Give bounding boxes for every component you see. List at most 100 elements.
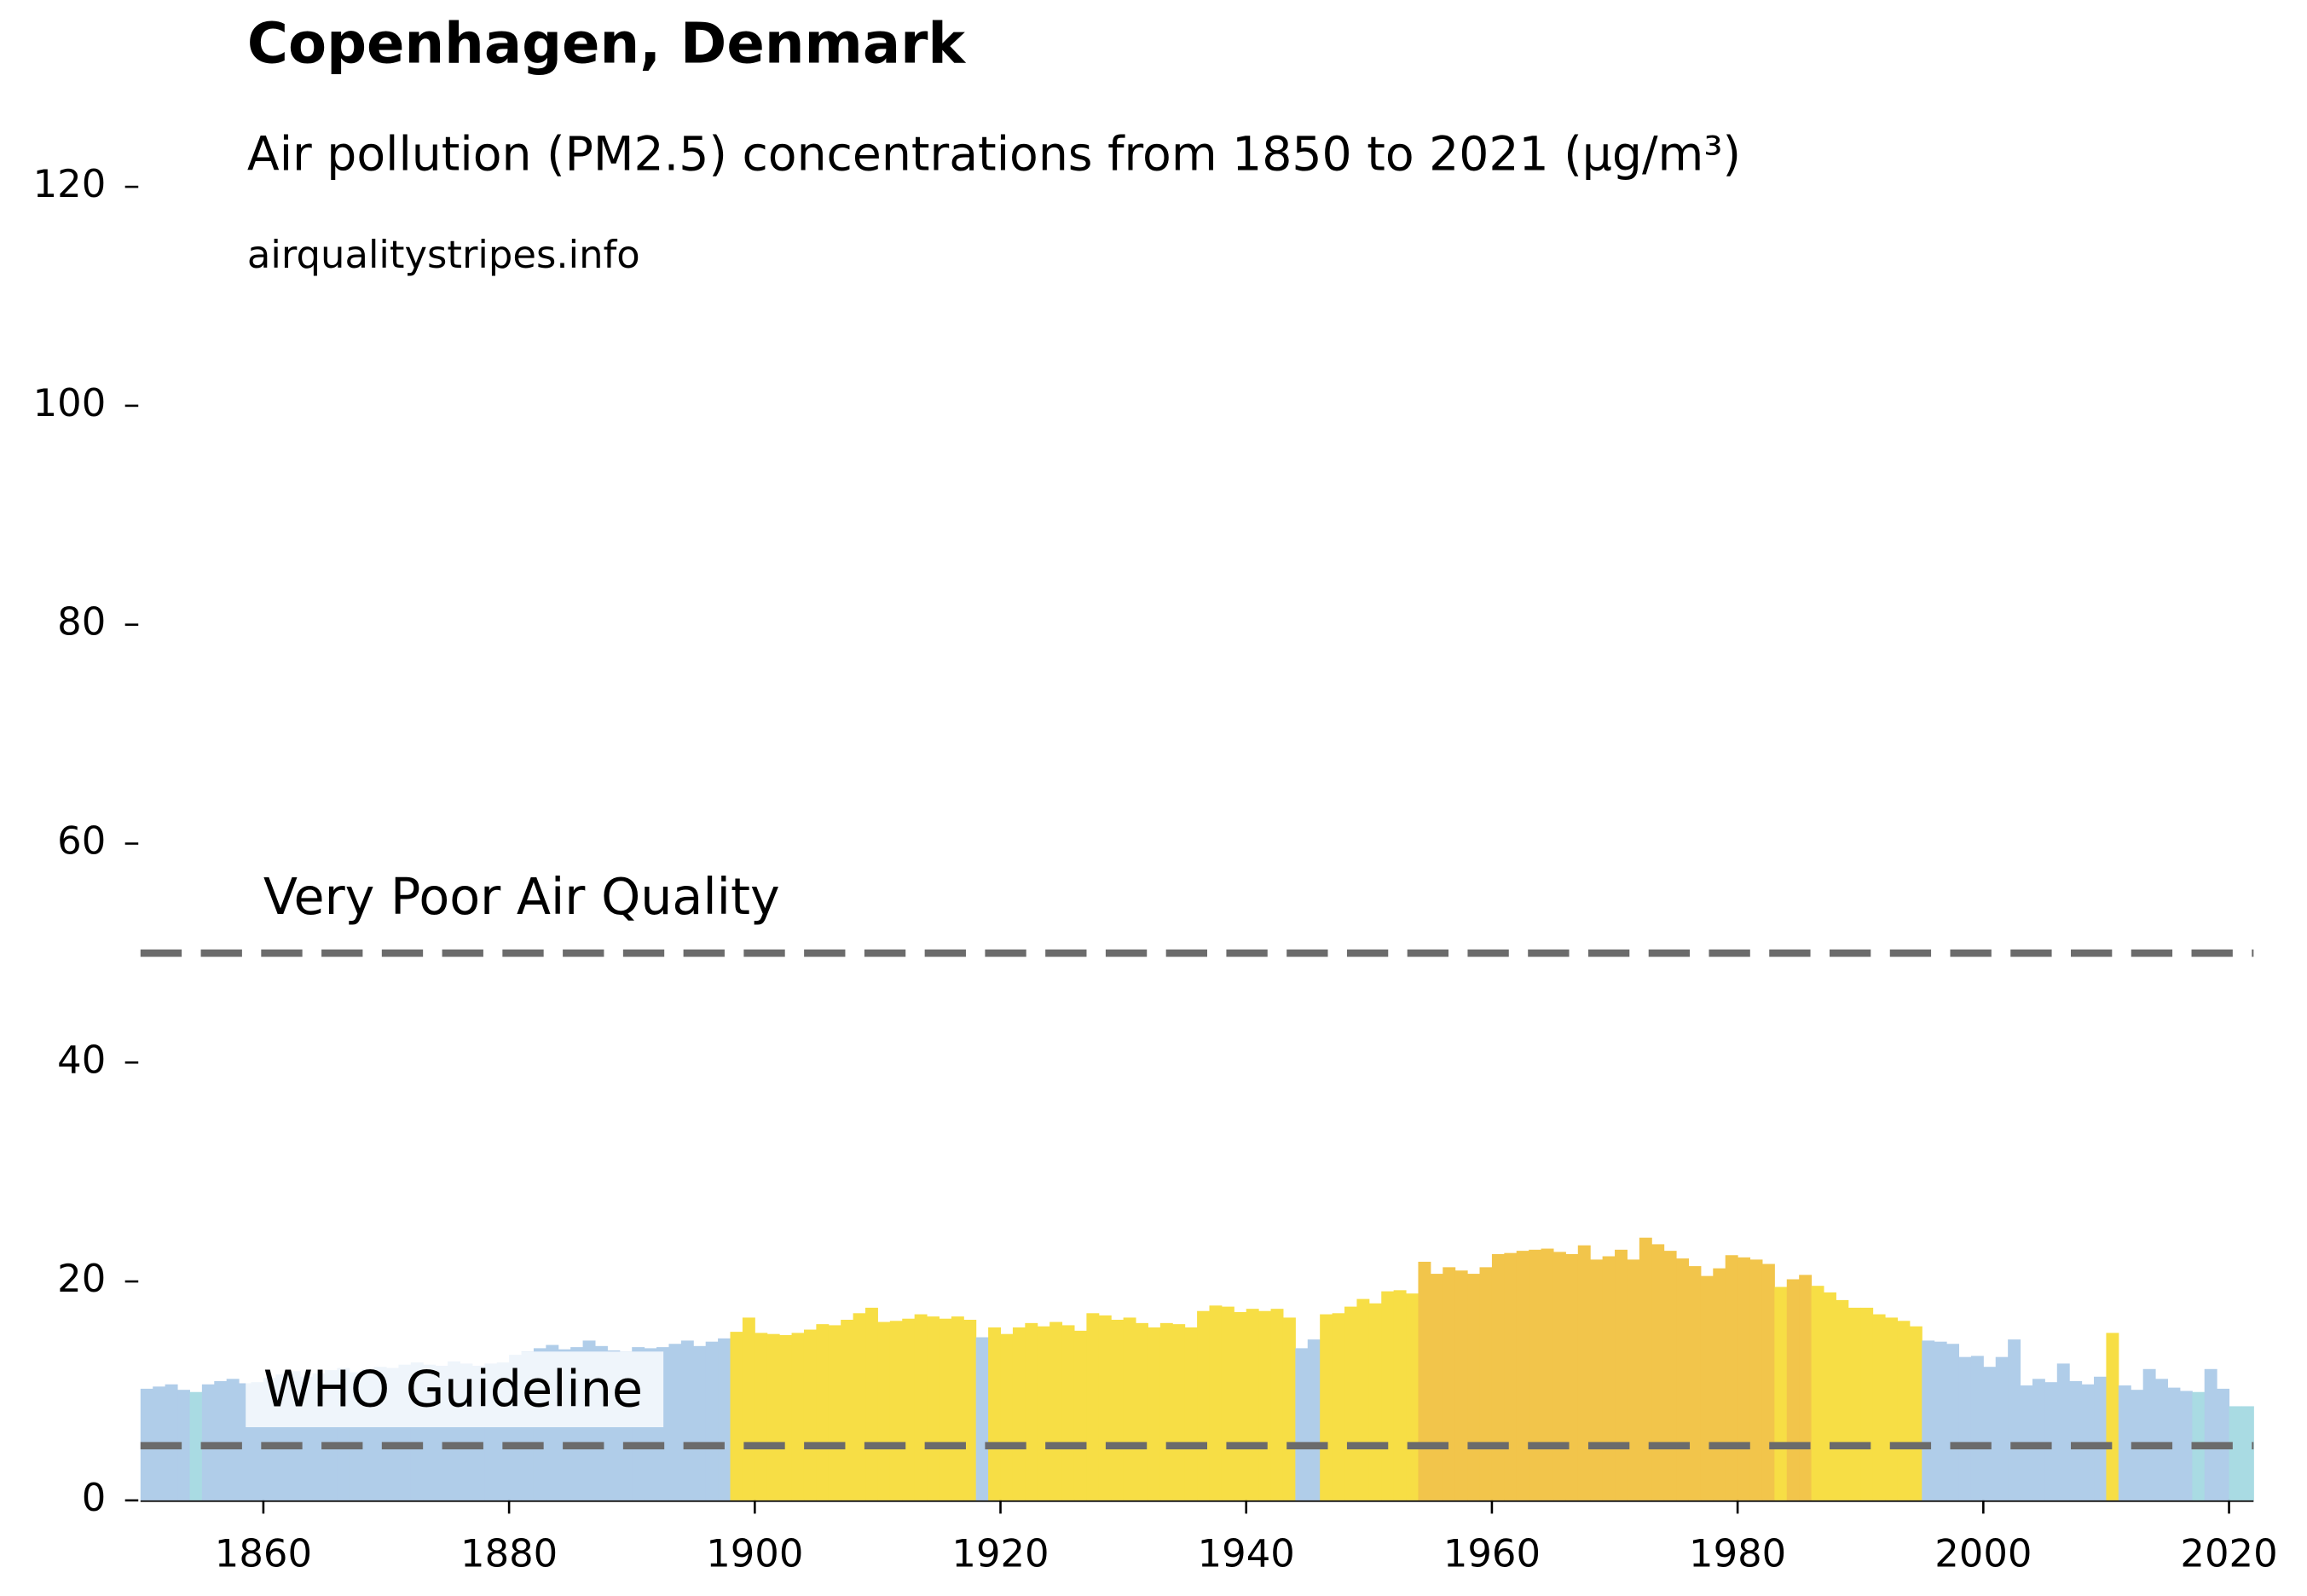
x-tick-label: 1940 [1198, 1530, 1295, 1576]
bar [1946, 1344, 1960, 1501]
bar [803, 1329, 817, 1501]
bar [1774, 1287, 1788, 1501]
bar [1577, 1245, 1591, 1501]
bar [939, 1318, 952, 1501]
bar [889, 1321, 903, 1501]
bar [1700, 1275, 1714, 1501]
bar [693, 1345, 707, 1501]
bar [755, 1333, 768, 1501]
bar [1713, 1268, 1726, 1501]
bar [1872, 1314, 1886, 1501]
bar [1356, 1298, 1370, 1501]
bar [1172, 1324, 1186, 1501]
bar [1234, 1312, 1247, 1501]
bar [779, 1334, 793, 1501]
bar [1909, 1326, 1922, 1501]
bar [2106, 1333, 2119, 1501]
y-tick-label: 100 [33, 380, 107, 425]
x-tick-label: 2020 [2180, 1530, 2277, 1576]
bar [927, 1316, 940, 1501]
bar [1430, 1274, 1443, 1501]
bar [1847, 1307, 1861, 1501]
bar [1295, 1348, 1309, 1501]
bar [1307, 1339, 1321, 1501]
bar [1025, 1322, 1038, 1501]
bar [914, 1314, 928, 1501]
bar [963, 1320, 977, 1501]
bar [988, 1327, 1002, 1501]
bar [1983, 1367, 1997, 1501]
bar [1344, 1306, 1357, 1501]
y-tick-label: 80 [57, 599, 106, 645]
x-tick-label: 1960 [1443, 1530, 1541, 1576]
bar [1258, 1310, 1272, 1501]
bar [705, 1341, 719, 1501]
bar [1529, 1249, 1542, 1501]
bar [1823, 1292, 1836, 1501]
bar [1148, 1327, 1161, 1501]
bar [1000, 1333, 1014, 1501]
bar [2142, 1368, 2156, 1501]
bar [2056, 1363, 2070, 1501]
bar [668, 1344, 682, 1501]
bar [2094, 1376, 2107, 1501]
chart-subtitle: Air pollution (PM2.5) concentrations fro… [247, 128, 1741, 182]
bar [1860, 1307, 1874, 1501]
y-tick-label: 40 [57, 1037, 106, 1082]
bar [1565, 1253, 1579, 1501]
bar [742, 1317, 755, 1501]
bar [2032, 1379, 2045, 1501]
bar [2008, 1339, 2021, 1501]
bar [766, 1333, 780, 1501]
bar [2044, 1382, 2058, 1501]
bar [1111, 1320, 1125, 1501]
x-tick-label: 1900 [706, 1530, 803, 1576]
bar [2179, 1391, 2193, 1501]
bar [2229, 1406, 2242, 1501]
bar [1958, 1356, 1972, 1501]
bar [1761, 1264, 1775, 1501]
y-tick-label: 60 [57, 818, 106, 863]
source: airqualitystripes.info [247, 232, 640, 277]
bar [1676, 1258, 1690, 1501]
bar [1184, 1327, 1198, 1501]
bar [1615, 1249, 1628, 1501]
bar [1934, 1341, 1947, 1501]
bar [1479, 1267, 1493, 1501]
bar [214, 1380, 228, 1501]
bar [1491, 1253, 1505, 1501]
bar [2241, 1406, 2254, 1501]
bar [1786, 1279, 1800, 1501]
bar [1393, 1290, 1407, 1501]
bar [226, 1379, 240, 1501]
bar [1627, 1259, 1640, 1501]
bar [1970, 1356, 1984, 1501]
bar [1406, 1293, 1419, 1501]
bar [1061, 1325, 1075, 1501]
bar [730, 1332, 743, 1501]
bar [791, 1333, 805, 1501]
bar [1590, 1259, 1604, 1501]
x-tick-label: 1980 [1689, 1530, 1786, 1576]
bar [1454, 1270, 1468, 1501]
bar [1282, 1317, 1296, 1501]
bar [853, 1313, 866, 1501]
x-tick-label: 2000 [1934, 1530, 2032, 1576]
bar [1504, 1252, 1518, 1501]
bar [1885, 1317, 1898, 1501]
bar [1246, 1309, 1259, 1501]
reference-label: Very Poor Air Quality [263, 868, 780, 926]
bar [951, 1316, 964, 1501]
bar [1012, 1327, 1026, 1501]
y-tick-label: 20 [57, 1256, 106, 1301]
bar [1270, 1309, 1284, 1501]
bar [1922, 1340, 1935, 1501]
bar [1552, 1252, 1566, 1501]
bar [1381, 1291, 1395, 1501]
bar [2204, 1368, 2217, 1501]
bar [1836, 1299, 1849, 1501]
bar [189, 1391, 203, 1501]
bar [2118, 1385, 2131, 1501]
bar [1221, 1306, 1234, 1501]
